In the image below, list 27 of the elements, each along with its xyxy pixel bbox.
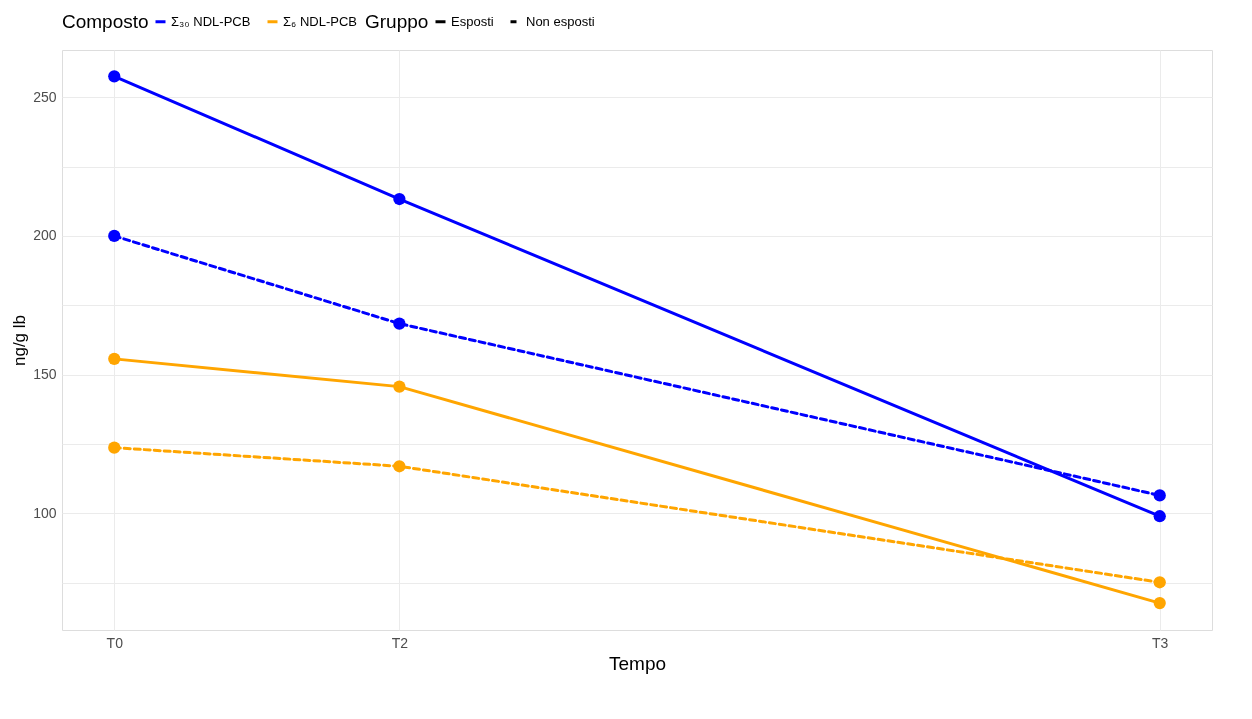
x-axis-title: Tempo	[608, 652, 667, 674]
point	[108, 70, 121, 83]
text: Non esposti	[526, 13, 595, 29]
x-tick-label: T2	[391, 634, 409, 651]
x-tick-label: T0	[106, 634, 124, 651]
point	[393, 380, 406, 393]
y-tick-label: 150	[33, 366, 57, 383]
y-axis-title: ng/g lb	[10, 314, 30, 367]
legend-label: Σ₃₀ NDL-PCB	[171, 13, 251, 29]
point	[393, 192, 406, 206]
text: Esposti	[451, 13, 494, 29]
legend-title: Composto	[62, 11, 149, 32]
x-tick-label: T3	[1152, 634, 1169, 651]
point	[1153, 576, 1166, 589]
point	[108, 352, 121, 365]
text: Gruppo	[365, 11, 429, 32]
point	[108, 229, 121, 243]
point	[1153, 489, 1166, 502]
point	[1153, 510, 1166, 523]
point	[108, 441, 121, 454]
legend-label: Σ₆ NDL-PCB	[283, 13, 357, 29]
point	[393, 460, 406, 473]
point	[393, 317, 406, 330]
y-tick-label: 250	[33, 88, 57, 105]
y-tick-label: 100	[33, 504, 57, 521]
y-tick-label: 200	[33, 227, 57, 244]
point	[1153, 596, 1166, 610]
